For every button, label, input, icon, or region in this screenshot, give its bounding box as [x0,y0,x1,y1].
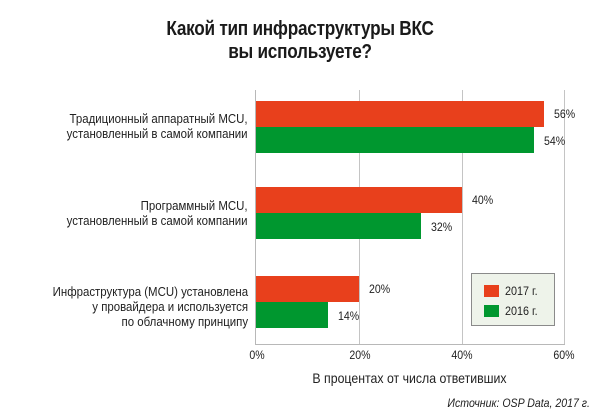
plot-area: 56% 54% 40% 32% 20% 14% [255,90,576,345]
legend-item-2016: 2016 г. [484,304,541,318]
source-note: Источник: OSP Data, 2017 г. [447,396,590,410]
gridline-60 [564,90,565,344]
bar-2017-software-mcu [256,187,462,213]
x-tick-20: 20% [349,348,371,362]
bar-2016-cloud-mcu [256,302,329,328]
gridline-40 [462,90,463,344]
value-label-2016-hardware-mcu: 54% [544,134,566,148]
bar-2016-software-mcu [256,213,421,239]
value-label-2016-cloud-mcu: 14% [338,309,360,323]
value-label-2017-software-mcu: 40% [472,193,494,207]
bar-2017-hardware-mcu [256,101,545,127]
chart-title-line-2: вы используете? [228,41,372,63]
chart-title-line-1: Какой тип инфраструктуры ВКС [166,18,434,40]
category-label-software-mcu: Программный MCU, установленный в самой к… [67,198,248,228]
x-tick-0: 0% [249,348,265,362]
legend-swatch-2017 [484,285,499,297]
category-label-hardware-mcu: Традиционный аппаратный MCU, установленн… [67,111,248,141]
bar-2016-hardware-mcu [256,127,535,153]
x-axis-label: В процентах от числа ответивших [312,370,507,386]
category-label-cloud-mcu: Инфраструктура (MCU) установлена у прова… [52,284,248,329]
chart-title: Какой тип инфраструктуры ВКС вы использу… [42,18,558,64]
legend-item-2017: 2017 г. [484,284,541,298]
legend-swatch-2016 [484,305,499,317]
bar-2017-cloud-mcu [256,276,359,302]
value-label-2017-hardware-mcu: 56% [554,107,576,121]
legend: 2017 г. 2016 г. [471,273,555,326]
x-tick-40: 40% [451,348,473,362]
value-label-2017-cloud-mcu: 20% [369,282,391,296]
value-label-2016-software-mcu: 32% [430,220,452,234]
x-tick-60: 60% [553,348,575,362]
